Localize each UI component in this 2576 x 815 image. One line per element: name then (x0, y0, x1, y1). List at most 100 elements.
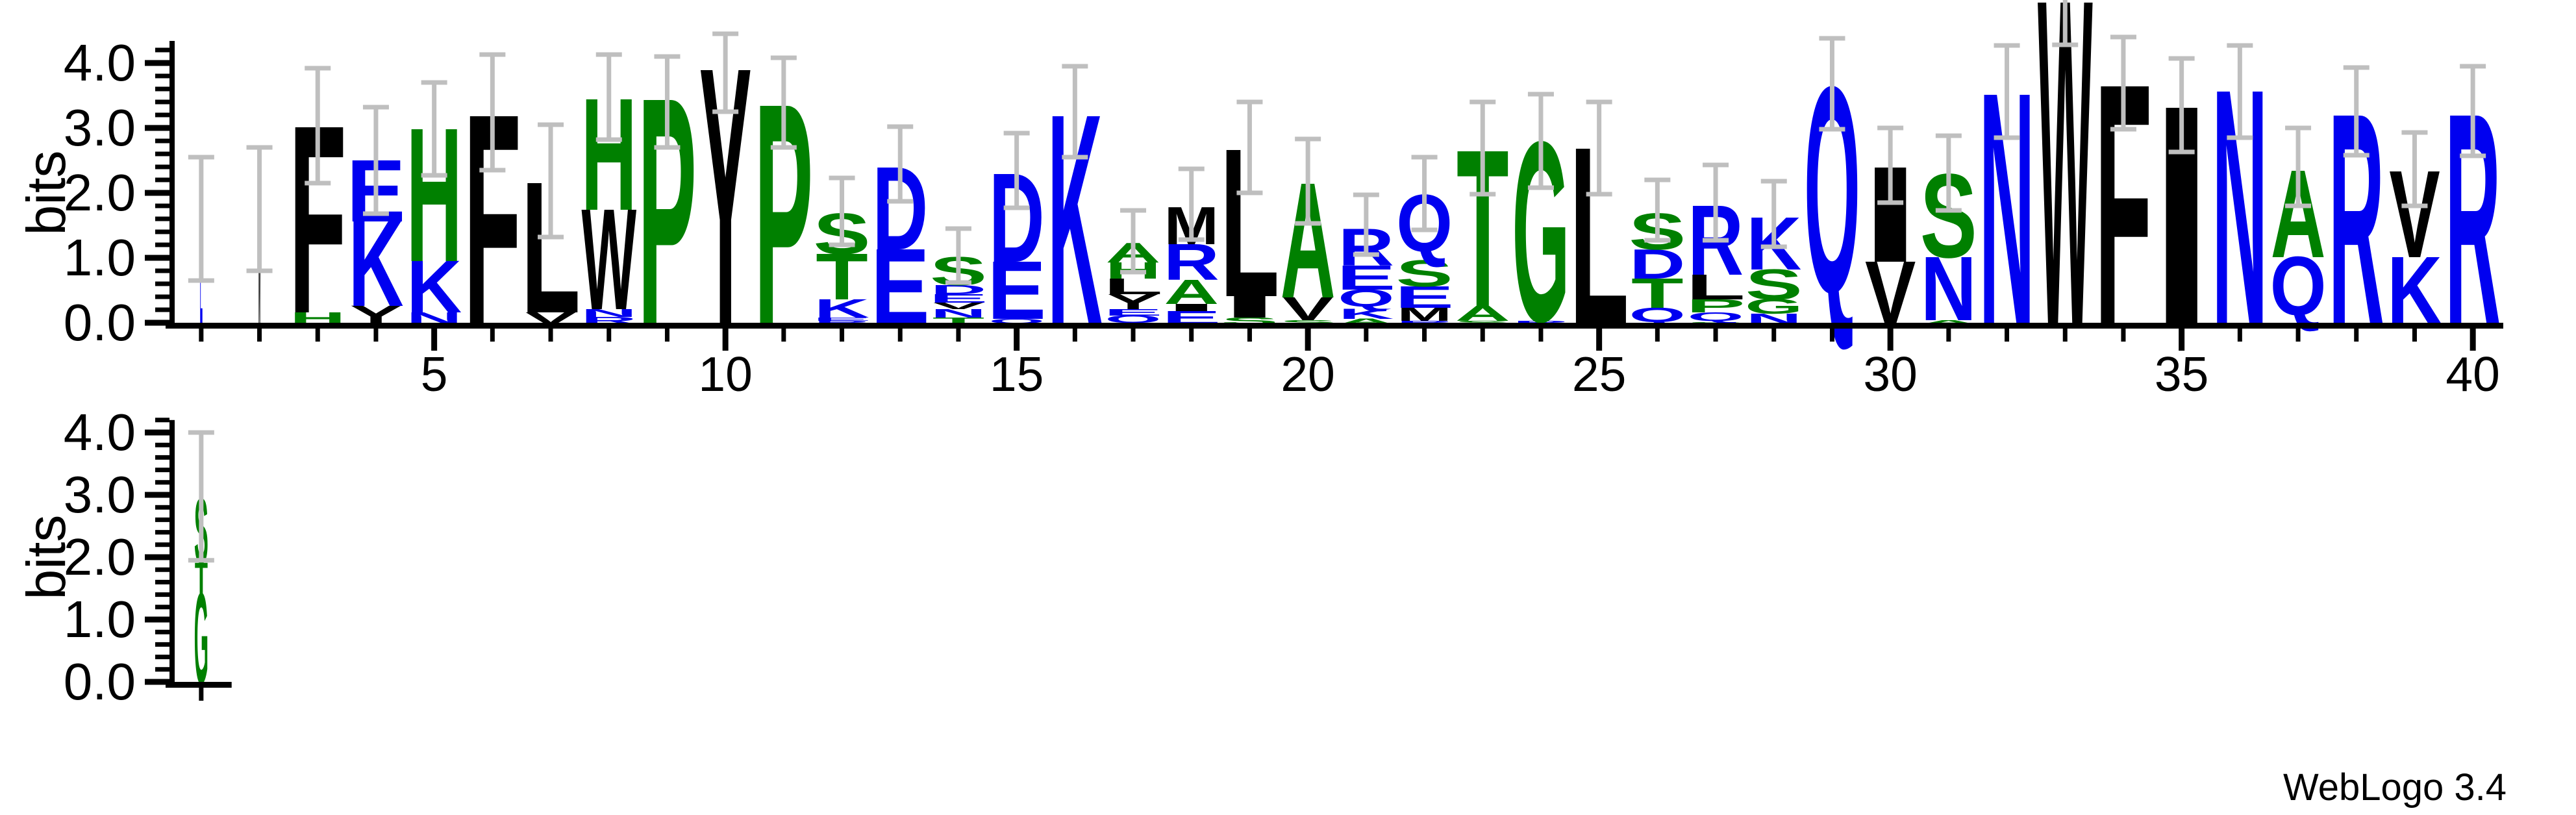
logo-letter-T-pos26: T (1631, 270, 1684, 318)
x-axis-bottom (166, 682, 232, 701)
weblogo-caption: WebLogo 3.4 (2283, 766, 2507, 809)
logo-letter-D-pos14: D (931, 282, 986, 297)
error-bar-pos3 (305, 66, 331, 186)
error-bar-pos1 (188, 155, 214, 283)
error-bar-pos2 (246, 145, 273, 273)
logo-letter-E-pos14: E (929, 292, 988, 305)
logo-letter-S-pos20: S (1279, 319, 1336, 325)
logo-letter-G-pos28: G (1745, 295, 1803, 318)
error-bar-pos24 (1527, 92, 1554, 190)
error-bar-pos29 (1819, 36, 1845, 132)
error-bar-pos15 (1003, 131, 1030, 210)
logo-letter-R-pos22: R (1397, 320, 1453, 325)
logo-letter-N-pos8: N (581, 307, 637, 319)
logo-letter-Y-pos17: Y (1107, 290, 1160, 314)
logo-letter-K-pos12: K (814, 294, 869, 323)
y-tick-label-bottom-4.0: 4.0 (64, 403, 136, 461)
logo-letter-Q-pos15: Q (988, 318, 1045, 325)
y-axis-top: 0.0 1.0 2.0 3.0 4.0 bits (16, 34, 175, 351)
y-tick-label-top-1.0: 1.0 (64, 229, 136, 286)
y-tick-label-top-2.0: 2.0 (64, 164, 136, 221)
logo-panel-top: EMHFYKENKHFVLRNWHPYPREKTSEDTNVEDSQEDKQEY… (16, 0, 2503, 423)
error-bar-pos22 (1411, 155, 1438, 232)
logo-letter-K-pos4: K (349, 196, 404, 332)
error-bar-pos7 (538, 122, 564, 240)
error-bar-pos10 (712, 31, 739, 114)
logo-letter-G-pos1: G (194, 567, 208, 712)
y-tick-label-top-0.0: 0.0 (64, 294, 136, 351)
logo-letter-S-pos23: S (1454, 320, 1511, 325)
logo-letter-K-pos5: K (406, 245, 462, 328)
error-bar-pos37 (2285, 125, 2312, 208)
error-bar-pos38 (2343, 65, 2370, 158)
logo-letter-T-pos1: T (195, 553, 208, 604)
y-tick-label-bottom-3.0: 3.0 (64, 466, 136, 523)
error-bar-pos34 (2110, 34, 2136, 132)
error-bar-pos25 (1586, 99, 1612, 197)
logo-letter-K-pos21: K (1338, 306, 1394, 321)
error-bar-pos23 (1469, 99, 1496, 197)
logo-letter-L-pos17: L (1103, 274, 1163, 299)
x-tick-label-15: 15 (990, 347, 1044, 401)
error-bar-pos11 (770, 55, 797, 150)
logo-letter-Q-pos17: Q (1105, 313, 1162, 325)
error-bar-pos27 (1703, 162, 1729, 243)
logo-letter-V-pos20: V (1282, 291, 1333, 328)
y-tick-label-bottom-0.0: 0.0 (64, 653, 136, 710)
logo-letter-E-pos17: E (1104, 307, 1163, 318)
x-tick-label-35: 35 (2155, 347, 2208, 401)
x-tick-label-5: 5 (421, 347, 448, 401)
logo-letter-I-pos18: I (1161, 302, 1221, 314)
logo-letter-D-pos26: D (1629, 240, 1685, 288)
error-bar-pos30 (1877, 125, 1904, 205)
logo-letter-T-pos12: T (816, 240, 868, 314)
logo-stack-pos-top-31: ANS (1920, 149, 1977, 340)
x-tick-label-20: 20 (1281, 347, 1334, 401)
error-bar-pos6 (479, 52, 506, 173)
logo-letter-N-pos14: N (931, 307, 986, 320)
logo-letter-V-pos14: V (933, 301, 984, 311)
y-axis-title-bottom: bits (16, 515, 77, 600)
y-tick-label-bottom-2.0: 2.0 (64, 528, 136, 586)
error-bar-pos13 (887, 124, 914, 204)
logo-letter-Q-pos37: Q (2270, 239, 2327, 332)
error-bar-pos40 (2460, 64, 2486, 158)
y-tick-label-top-3.0: 3.0 (64, 99, 136, 157)
error-bar-pos28 (1760, 179, 1787, 249)
logo-letter-Q-pos27: Q (1688, 310, 1744, 323)
logo-letter-S-pos22: S (1396, 252, 1453, 294)
logo-stack-pos-top-17: QEYLHA (1103, 237, 1163, 325)
logo-letter-N-pos31: N (1921, 238, 1977, 340)
error-bar-pos33 (2052, 0, 2079, 47)
logo-letter-A-pos18: A (1164, 273, 1219, 312)
error-bar-pos9 (654, 54, 681, 150)
y-tick-label-bottom-1.0: 1.0 (64, 590, 136, 648)
logo-letter-A-pos23: A (1455, 301, 1510, 325)
x-tick-label-25: 25 (1572, 347, 1626, 401)
x-tick-label-10: 10 (698, 347, 752, 401)
error-bar-pos21 (1353, 192, 1379, 257)
error-bar-pos1 (188, 430, 214, 563)
logo-letter-W-pos8: W (581, 179, 636, 340)
logo-letter-I-pos19: I (1219, 290, 1280, 325)
logo-letter-W-pos33: W (2038, 0, 2093, 423)
logo-letter-M-pos22: M (1397, 304, 1451, 325)
logo-letter-A-pos31: A (1921, 319, 1976, 325)
error-bar-pos16 (1062, 64, 1088, 160)
error-bar-pos18 (1178, 166, 1205, 242)
logo-letter-S-pos28: S (1745, 260, 1803, 309)
x-tick-label-40: 40 (2445, 347, 2499, 401)
y-tick-label-top-4.0: 4.0 (64, 34, 136, 92)
logo-letter-L-pos27: L (1686, 267, 1745, 307)
logo-letter-E-pos21: E (1337, 258, 1396, 297)
error-bar-pos12 (829, 175, 855, 247)
error-bar-pos39 (2401, 130, 2428, 208)
error-bar-pos8 (595, 52, 622, 142)
error-bar-pos5 (421, 80, 447, 178)
y-axis-title-top: bits (16, 151, 77, 236)
logo-letter-P-pos27: P (1686, 295, 1745, 317)
